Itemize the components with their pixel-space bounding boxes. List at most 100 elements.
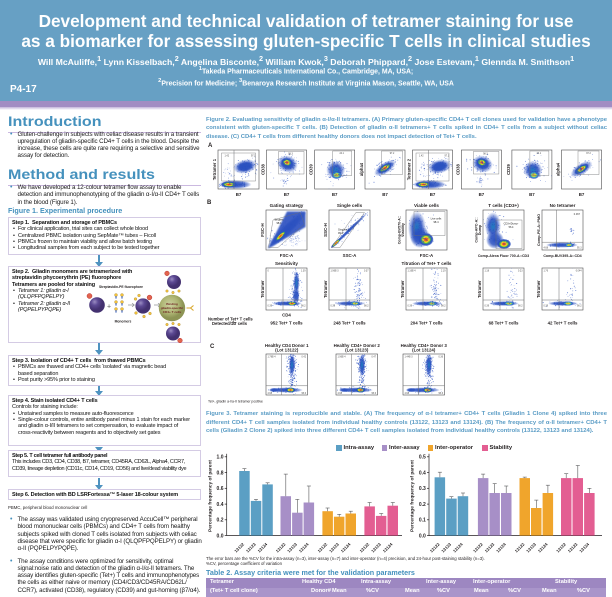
svg-text:1.39: 1.39 <box>301 271 306 273</box>
svg-text:13122: 13122 <box>275 541 287 553</box>
svg-text:13124: 13124 <box>578 541 590 553</box>
svg-text:Gating strategy: Gating strategy <box>270 203 304 208</box>
svg-text:0.37: 0.37 <box>364 271 369 273</box>
svg-text:0.39: 0.39 <box>268 306 273 308</box>
svg-text:Tetramer: Tetramer <box>477 280 482 298</box>
svg-text:Tetramer: Tetramer <box>323 280 328 298</box>
svg-text:13123: 13123 <box>567 541 579 553</box>
svg-text:13123: 13123 <box>328 541 340 553</box>
svg-text:Viable cells: Viable cells <box>414 203 439 208</box>
svg-text:Monomers: Monomers <box>115 320 132 324</box>
svg-text:0.2: 0.2 <box>419 502 426 508</box>
svg-text:0.067: 0.067 <box>574 213 581 216</box>
svg-text:Healthy CD4 Donor 1: Healthy CD4 Donor 1 <box>265 343 309 348</box>
svg-text:98.2: 98.2 <box>518 306 523 308</box>
svg-text:0.8: 0.8 <box>217 470 224 476</box>
svg-text:Single cells: Single cells <box>337 203 363 208</box>
svg-text:0.044: 0.044 <box>576 271 582 273</box>
svg-text:13123: 13123 <box>370 541 382 553</box>
svg-text:98.4: 98.4 <box>433 220 439 224</box>
svg-text:1.16E-4: 1.16E-4 <box>408 271 417 273</box>
svg-text:0.2: 0.2 <box>217 518 224 524</box>
svg-text:4.68: 4.68 <box>544 248 549 250</box>
svg-text:Tetramer 1: Tetramer 1 <box>212 158 217 180</box>
svg-text:24.1: 24.1 <box>339 153 344 155</box>
svg-text:B7: B7 <box>479 192 485 197</box>
svg-text:13122: 13122 <box>472 541 484 553</box>
svg-text:Comp-APC-A::: Comp-APC-A:: <box>474 217 478 242</box>
svg-text:CD39: CD39 <box>506 163 511 174</box>
svg-text:0.0: 0.0 <box>419 533 426 539</box>
svg-text:97.1: 97.1 <box>445 156 450 158</box>
svg-text:Binding: Binding <box>166 302 178 306</box>
svg-text:98.3: 98.3 <box>483 153 488 155</box>
svg-text:T cells (CD3+): T cells (CD3+) <box>488 203 519 208</box>
svg-text:0.39: 0.39 <box>485 306 490 308</box>
svg-text:13123: 13123 <box>440 541 452 553</box>
svg-text:13124: 13124 <box>340 541 352 553</box>
svg-text:2.19: 2.19 <box>441 271 446 273</box>
svg-text:98.3: 98.3 <box>288 153 293 155</box>
svg-text:0.0: 0.0 <box>217 533 224 539</box>
svg-text:Detected/10: Detected/10 <box>212 321 236 326</box>
svg-text:FSC-A: FSC-A <box>420 253 434 258</box>
svg-text:13122: 13122 <box>317 541 329 553</box>
svg-text:13124: 13124 <box>298 541 310 553</box>
svg-text:6: 6 <box>233 320 235 324</box>
svg-text:13122: 13122 <box>233 541 245 553</box>
svg-text:CD4: CD4 <box>282 313 291 318</box>
svg-text:42 Tet+ T cells: 42 Tet+ T cells <box>548 321 578 326</box>
svg-text:0.4: 0.4 <box>217 502 224 508</box>
svg-text:CD4+ T cells: CD4+ T cells <box>163 310 182 314</box>
svg-text:68 Tet+ T cells: 68 Tet+ T cells <box>489 321 519 326</box>
svg-text:C: C <box>210 344 215 350</box>
svg-text:97.2: 97.2 <box>586 153 591 155</box>
svg-text:Comp-Alexa Fluor 700-A::CD3: Comp-Alexa Fluor 700-A::CD3 <box>478 254 529 258</box>
svg-text:13122: 13122 <box>514 541 526 553</box>
svg-text:Comp-BUV395-A::CD4: Comp-BUV395-A::CD4 <box>543 254 581 258</box>
svg-text:SSC-A: SSC-A <box>343 253 357 258</box>
svg-text:B7: B7 <box>236 192 242 197</box>
svg-text:98.2: 98.2 <box>577 306 582 308</box>
svg-text:0.23: 0.23 <box>518 271 523 273</box>
svg-text:Percentage frequency of parent: Percentage frequency of parent <box>208 460 214 532</box>
svg-text:1.42: 1.42 <box>419 156 424 158</box>
svg-text:13124: 13124 <box>257 541 269 553</box>
svg-text:98.2: 98.2 <box>301 306 306 308</box>
svg-text:13122: 13122 <box>555 541 567 553</box>
svg-text:95.3: 95.3 <box>577 248 582 250</box>
svg-text:B: B <box>207 200 212 206</box>
svg-text:24.1: 24.1 <box>537 153 542 155</box>
svg-text:97.2: 97.2 <box>390 153 395 155</box>
svg-text:1.76: 1.76 <box>544 271 549 273</box>
svg-text:B7: B7 <box>332 192 338 197</box>
svg-text:B7: B7 <box>430 192 436 197</box>
svg-text:Tetramer: Tetramer <box>536 280 541 298</box>
svg-text:1.18: 1.18 <box>485 271 490 273</box>
svg-text:13123: 13123 <box>525 541 537 553</box>
svg-text:CD38: CD38 <box>455 163 460 174</box>
svg-text:Titration of Tet+ T cells: Titration of Tet+ T cells <box>402 261 452 266</box>
svg-text:13123: 13123 <box>245 541 257 553</box>
svg-text:0: 0 <box>268 271 270 273</box>
svg-text:204 Tet+ T cells: 204 Tet+ T cells <box>410 321 443 326</box>
svg-text:Live cells: Live cells <box>431 217 442 221</box>
svg-text:Tetramer 2: Tetramer 2 <box>407 158 412 180</box>
svg-text:alpha4: alpha4 <box>556 162 561 176</box>
svg-text:98.1: 98.1 <box>276 221 282 225</box>
svg-text:1.42: 1.42 <box>225 156 230 158</box>
svg-text:1.96E-3: 1.96E-3 <box>331 271 340 273</box>
svg-text:13124: 13124 <box>452 541 464 553</box>
svg-text:B7: B7 <box>579 192 585 197</box>
svg-text:98.2: 98.2 <box>364 306 369 308</box>
svg-text:248 Tet+ T cells: 248 Tet+ T cells <box>333 321 366 326</box>
svg-text:0.5: 0.5 <box>419 455 426 461</box>
svg-text:13124: 13124 <box>495 541 507 553</box>
svg-text:FSC-H: FSC-H <box>260 223 265 236</box>
svg-text:Tetramer: Tetramer <box>400 280 405 298</box>
svg-text:CD3+/Dump-: CD3+/Dump- <box>504 223 519 226</box>
svg-text:0.39: 0.39 <box>331 306 336 308</box>
svg-text:Comp-BV570-A::: Comp-BV570-A:: <box>397 216 401 245</box>
svg-text:13124: 13124 <box>382 541 394 553</box>
svg-text:SSC-H: SSC-H <box>323 223 328 237</box>
